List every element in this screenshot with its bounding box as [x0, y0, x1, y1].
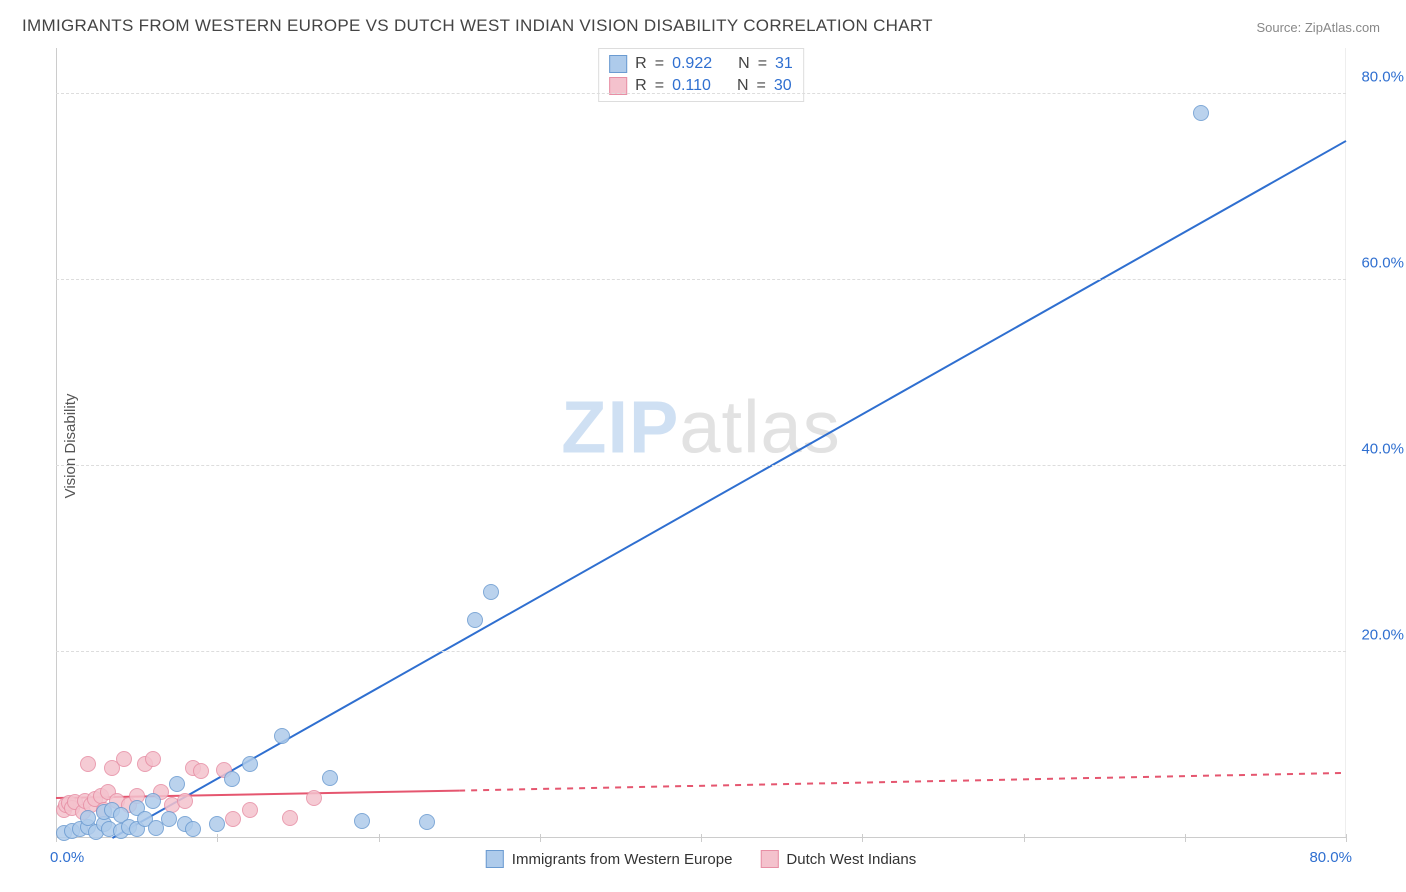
- data-point: [274, 728, 290, 744]
- x-axis-tick: [379, 834, 380, 842]
- series-legend: Immigrants from Western Europe Dutch Wes…: [486, 850, 916, 868]
- x-axis-tick: [1185, 834, 1186, 842]
- gridline: [56, 465, 1346, 466]
- data-point: [242, 802, 258, 818]
- y-axis-tick-label: 80.0%: [1361, 69, 1404, 86]
- x-axis-tick-label-max: 80.0%: [1309, 849, 1352, 866]
- data-point: [1193, 105, 1209, 121]
- data-point: [193, 763, 209, 779]
- y-axis-tick-label: 40.0%: [1361, 441, 1404, 458]
- swatch-series1: [609, 55, 627, 73]
- data-point: [145, 751, 161, 767]
- plot-area: ZIPatlas R = 0.922 N = 31 R = 0.110 N = …: [56, 48, 1346, 838]
- source-attribution: Source: ZipAtlas.com: [1256, 20, 1380, 35]
- n-value-series1: 31: [775, 55, 793, 73]
- label-R: R: [635, 55, 647, 73]
- gridline: [56, 93, 1346, 94]
- label-N: N: [738, 55, 750, 73]
- data-point: [209, 816, 225, 832]
- x-axis-tick: [540, 834, 541, 842]
- data-point: [224, 771, 240, 787]
- r-value-series2: 0.110: [672, 77, 711, 95]
- gridline: [56, 651, 1346, 652]
- equals-sign: =: [655, 55, 664, 73]
- chart-title: IMMIGRANTS FROM WESTERN EUROPE VS DUTCH …: [22, 16, 933, 36]
- legend-item-series1: Immigrants from Western Europe: [486, 850, 733, 868]
- swatch-series2: [760, 850, 778, 868]
- x-axis-tick: [1346, 834, 1347, 842]
- y-axis-tick-label: 60.0%: [1361, 255, 1404, 272]
- n-value-series2: 30: [774, 77, 792, 95]
- equals-sign: =: [758, 55, 767, 73]
- equals-sign: =: [655, 77, 664, 95]
- data-point: [161, 811, 177, 827]
- data-point: [185, 821, 201, 837]
- x-axis-tick: [701, 834, 702, 842]
- r-value-series1: 0.922: [672, 55, 712, 73]
- data-point: [177, 793, 193, 809]
- label-N: N: [737, 77, 749, 95]
- data-point: [306, 790, 322, 806]
- swatch-series2: [609, 77, 627, 95]
- legend-label-series2: Dutch West Indians: [786, 851, 916, 868]
- label-R: R: [635, 77, 647, 95]
- data-point: [282, 810, 298, 826]
- x-axis-tick: [1024, 834, 1025, 842]
- stats-row-series1: R = 0.922 N = 31: [609, 53, 793, 75]
- equals-sign: =: [757, 77, 766, 95]
- data-point: [483, 584, 499, 600]
- x-axis-tick: [217, 834, 218, 842]
- data-point: [80, 756, 96, 772]
- data-point: [242, 756, 258, 772]
- legend-label-series1: Immigrants from Western Europe: [512, 851, 733, 868]
- x-axis-tick: [862, 834, 863, 842]
- data-point: [145, 793, 161, 809]
- legend-item-series2: Dutch West Indians: [760, 850, 916, 868]
- data-point: [419, 814, 435, 830]
- data-point: [116, 751, 132, 767]
- data-point: [169, 776, 185, 792]
- gridline: [56, 279, 1346, 280]
- x-axis-tick-label-min: 0.0%: [50, 849, 84, 866]
- regression-lines: [56, 48, 1346, 838]
- y-axis-tick-label: 20.0%: [1361, 627, 1404, 644]
- data-point: [225, 811, 241, 827]
- data-point: [322, 770, 338, 786]
- swatch-series1: [486, 850, 504, 868]
- data-point: [354, 813, 370, 829]
- data-point: [467, 612, 483, 628]
